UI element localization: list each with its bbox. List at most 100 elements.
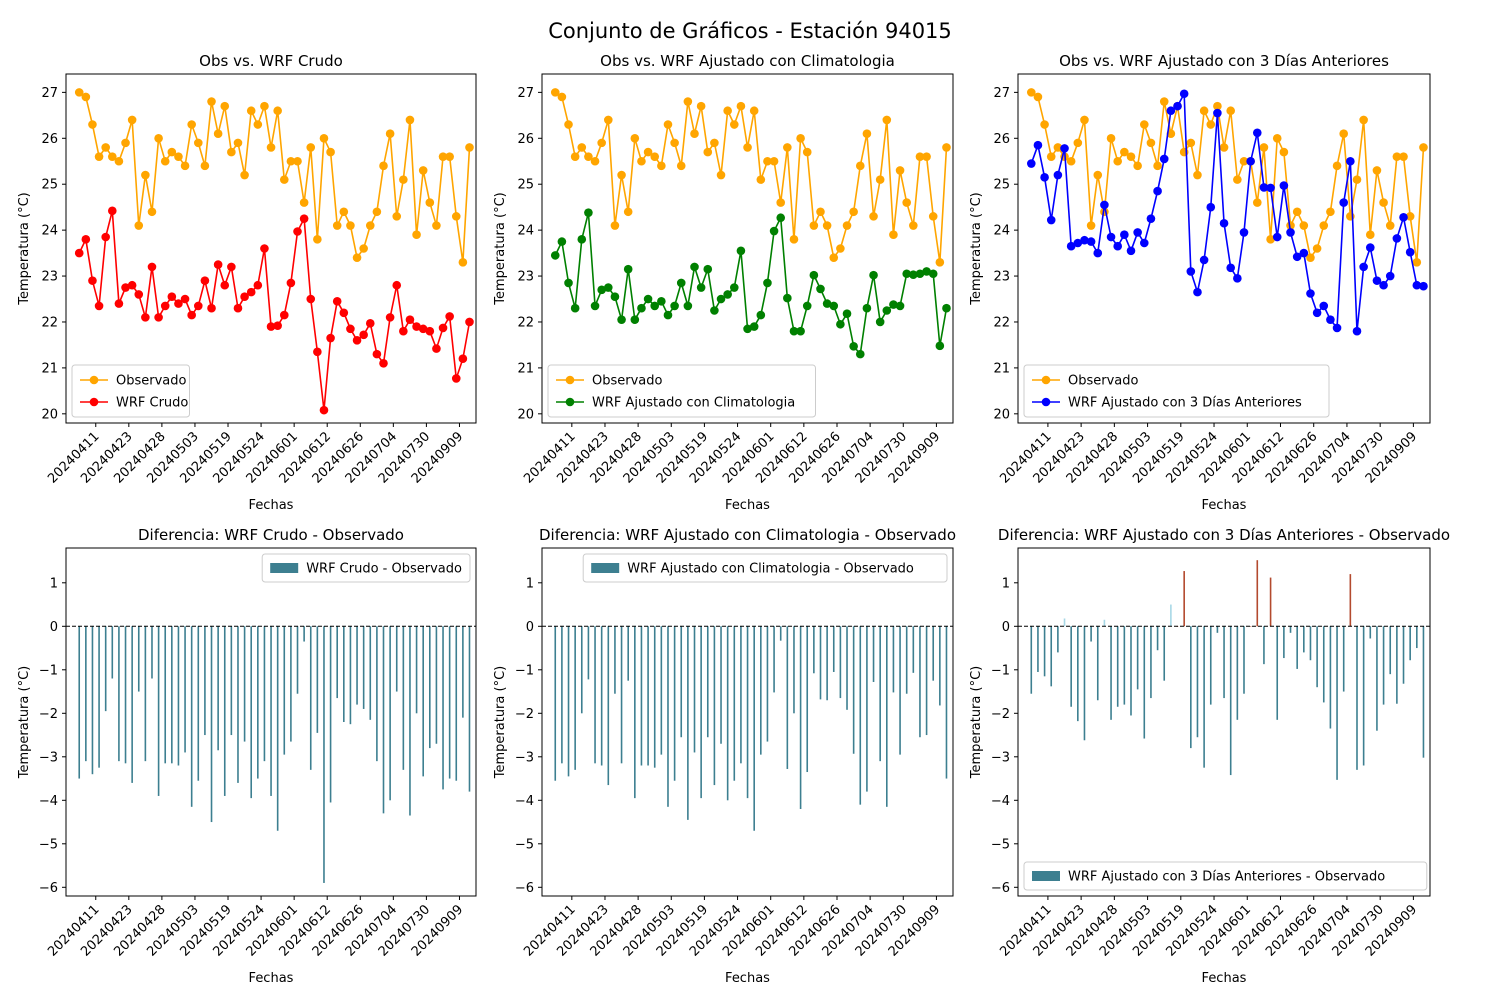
data-point bbox=[1412, 280, 1422, 290]
data-point bbox=[1073, 138, 1083, 148]
data-point bbox=[1233, 175, 1242, 184]
diff-bar bbox=[303, 626, 305, 642]
data-point bbox=[729, 120, 739, 129]
data-point bbox=[909, 270, 918, 279]
diff-bar bbox=[429, 626, 431, 749]
legend-label: WRF Ajustado con Climatologia - Observad… bbox=[627, 562, 914, 577]
data-point bbox=[94, 301, 104, 311]
data-point bbox=[1080, 235, 1089, 245]
data-point bbox=[623, 264, 633, 274]
data-point bbox=[1319, 301, 1329, 311]
data-point bbox=[1419, 143, 1428, 152]
data-point bbox=[1266, 183, 1275, 193]
diff-bar bbox=[78, 626, 81, 779]
data-point bbox=[1166, 106, 1176, 116]
data-point bbox=[346, 221, 355, 230]
diff-bar bbox=[600, 626, 603, 766]
y-tick-label: −3 bbox=[39, 750, 58, 765]
data-point bbox=[1352, 175, 1362, 184]
diff-bar bbox=[111, 626, 114, 679]
data-point bbox=[253, 280, 263, 290]
y-tick-label: −5 bbox=[991, 837, 1010, 852]
diff-bar bbox=[726, 626, 729, 801]
diff-bar bbox=[1382, 626, 1385, 705]
data-point bbox=[412, 230, 421, 240]
data-point bbox=[207, 303, 216, 313]
data-point bbox=[379, 161, 388, 171]
diff-bar bbox=[1116, 626, 1119, 707]
data-point bbox=[1113, 156, 1123, 166]
data-point bbox=[74, 88, 84, 97]
data-point bbox=[670, 138, 679, 148]
data-point bbox=[650, 301, 660, 311]
diff-bar bbox=[1110, 626, 1112, 720]
data-point bbox=[623, 207, 633, 217]
diff-bar bbox=[1209, 626, 1212, 705]
diff-bar bbox=[886, 626, 888, 807]
data-point bbox=[458, 257, 468, 267]
diff-bar bbox=[223, 626, 226, 796]
legend-box bbox=[547, 364, 816, 418]
data-point bbox=[756, 175, 766, 184]
diff-bar bbox=[574, 626, 576, 770]
series-line-1 bbox=[78, 91, 471, 263]
data-point bbox=[736, 101, 746, 111]
data-point bbox=[405, 315, 415, 324]
data-point bbox=[829, 253, 839, 262]
x-axis-label: Fechas bbox=[1202, 498, 1247, 513]
diff-bar bbox=[104, 626, 107, 712]
diff-bar bbox=[1276, 626, 1279, 720]
plot-frame bbox=[541, 73, 954, 424]
data-point bbox=[1332, 161, 1342, 171]
diff-bar bbox=[1296, 626, 1298, 669]
data-point bbox=[160, 156, 170, 166]
diff-bar bbox=[919, 626, 921, 738]
data-point bbox=[1259, 183, 1269, 192]
diff-bar bbox=[171, 626, 173, 764]
data-point bbox=[286, 156, 296, 166]
legend-label: WRF Ajustado con 3 Días Anteriores bbox=[1068, 396, 1302, 411]
data-point bbox=[1306, 253, 1315, 262]
data-point bbox=[425, 326, 435, 336]
data-point bbox=[650, 152, 660, 161]
y-tick-label: −6 bbox=[515, 881, 534, 896]
data-point bbox=[935, 341, 945, 351]
data-point bbox=[1399, 212, 1408, 222]
data-point bbox=[134, 290, 144, 299]
diff-bar bbox=[693, 626, 696, 753]
data-point bbox=[597, 138, 606, 148]
y-tick-label: 25 bbox=[993, 178, 1010, 193]
y-tick-label: 23 bbox=[41, 270, 58, 285]
data-point bbox=[1352, 326, 1362, 336]
data-point bbox=[1252, 128, 1262, 138]
diff-bar bbox=[336, 626, 339, 699]
diff-bar bbox=[627, 626, 629, 681]
data-point bbox=[233, 303, 243, 313]
data-point bbox=[399, 175, 408, 184]
data-point bbox=[1199, 255, 1209, 265]
diff-bar bbox=[773, 626, 775, 693]
data-point bbox=[1126, 152, 1136, 161]
data-point bbox=[849, 342, 858, 351]
data-point bbox=[1292, 252, 1302, 262]
panels-group: Obs vs. WRF Crudo20212223242526272024041… bbox=[17, 52, 1450, 986]
data-point bbox=[88, 276, 97, 285]
data-point bbox=[789, 326, 799, 336]
legend-box bbox=[71, 364, 190, 418]
data-point bbox=[432, 221, 441, 230]
data-point bbox=[842, 309, 852, 319]
y-tick-label: 21 bbox=[993, 361, 1010, 376]
data-point bbox=[550, 251, 560, 260]
diff-bar bbox=[839, 626, 842, 699]
data-point bbox=[829, 301, 839, 311]
data-point bbox=[1385, 221, 1395, 230]
diff-bar bbox=[1196, 626, 1199, 738]
data-point bbox=[1339, 198, 1348, 207]
data-point bbox=[306, 143, 316, 152]
data-point bbox=[220, 280, 230, 290]
diff-bar bbox=[409, 626, 411, 816]
data-point bbox=[1339, 129, 1348, 138]
y-tick-label: 22 bbox=[517, 315, 534, 330]
diff-bar bbox=[177, 626, 180, 766]
data-point bbox=[326, 147, 335, 157]
